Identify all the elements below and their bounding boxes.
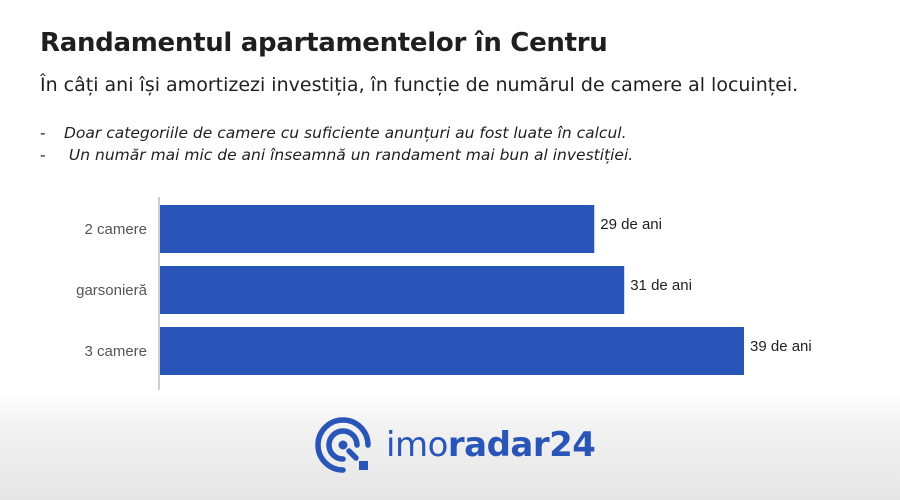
note-text: Doar categoriile de camere cu suficiente… xyxy=(64,124,627,142)
category-label: 3 camere xyxy=(84,343,147,360)
category-label: garsonieră xyxy=(76,282,148,299)
bar xyxy=(160,205,595,253)
logo-text: imoradar24 xyxy=(386,425,596,465)
logo-text-bold: radar24 xyxy=(447,425,596,465)
note-text: Un număr mai mic de ani înseamnă un rand… xyxy=(64,146,634,164)
data-label: 39 de ani xyxy=(750,338,812,355)
note-item: - Doar categoriile de camere cu suficient… xyxy=(40,122,633,144)
logo-text-light: imo xyxy=(386,425,448,465)
radar-icon xyxy=(315,417,371,473)
footer xyxy=(0,392,900,500)
note-marker: - xyxy=(40,124,46,142)
page-title: Randamentul apartamentelor în Centru xyxy=(40,28,608,58)
bar xyxy=(160,327,745,375)
bar-chart: 2 camere 29 de ani garsonieră 31 de ani 3 ca… xyxy=(76,197,812,390)
note-item: - Un număr mai mic de ani înseamnă un ra… xyxy=(40,144,633,166)
data-label: 29 de ani xyxy=(600,216,662,233)
imoradar-logo: imoradar24 xyxy=(312,414,596,476)
notes-list: - Doar categoriile de camere cu suficient… xyxy=(40,122,633,166)
page-subtitle: În câți ani își amortizezi investiția, î… xyxy=(40,74,799,96)
category-label: 2 camere xyxy=(84,221,147,238)
note-marker: - xyxy=(40,146,46,164)
data-label: 31 de ani xyxy=(630,277,692,294)
bar xyxy=(160,266,625,314)
